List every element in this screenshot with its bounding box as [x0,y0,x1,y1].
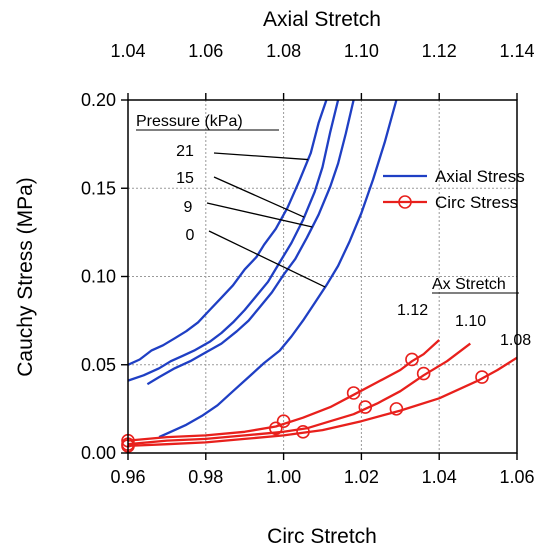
pressure-title: Pressure (kPa) [136,113,243,130]
circ-marker-1-12 [276,414,291,429]
x2-tick-label: 1.08 [266,41,301,61]
pressure-leader-line [208,230,326,288]
x-tick-label: 1.02 [344,467,379,487]
series-line-9 [146,99,355,386]
legend-axial-label: Axial Stress [435,167,525,186]
legend-circ-label: Circ Stress [435,193,518,212]
stretch-title: Ax Stretch [432,276,506,293]
legend: Axial Stress Circ Stress [383,167,525,212]
series-line-15 [127,99,340,382]
pressure-leader-line [213,176,305,218]
circ-marker-1-12 [405,352,419,367]
x-tick-label: 0.98 [188,467,223,487]
y-tick-label: 0.15 [81,178,116,198]
pressure-labels: 21 15 9 0 [176,143,326,288]
pressure-label-21: 21 [176,143,194,160]
y-tick-label: 0.20 [81,90,116,110]
stretch-label-1-08: 1.08 [500,332,531,349]
circ-marker-1-10 [269,421,283,436]
y-axis-title: Cauchy Stress (MPa) [14,177,37,377]
x-tick-label: 0.96 [110,467,145,487]
series-layer [127,99,518,448]
series-line-1-10 [127,342,471,446]
x2-tick-label: 1.14 [499,41,534,61]
pressure-leader-line [213,152,309,161]
x-tick-label: 1.06 [499,467,534,487]
ticks: 0.96 0.98 1.00 1.02 1.04 1.06 1.04 1.06 1.08 1.10… [81,41,535,487]
circ-marker-1-08 [296,425,310,439]
series-line-1-12 [127,339,440,442]
y-tick-label: 0.00 [81,443,116,463]
circ-marker-1-10 [358,400,373,414]
pressure-label-15: 15 [176,170,194,187]
x2-tick-label: 1.12 [422,41,457,61]
y-tick-label: 0.10 [81,267,116,287]
x2-tick-label: 1.04 [110,41,145,61]
circ-marker-1-12 [346,386,361,400]
x-axis-title: Circ Stretch [267,525,377,548]
series-line-21 [127,99,328,366]
x2-tick-label: 1.06 [188,41,223,61]
circ-marker-1-08 [475,370,489,384]
legend-circ-marker [398,195,412,209]
pressure-leader-line [206,202,313,228]
top-axis-title: Axial Stretch [263,8,381,31]
pressure-label-9: 9 [184,199,193,216]
x-tick-label: 1.04 [422,467,457,487]
x-tick-label: 1.00 [266,467,301,487]
stretch-label-1-10: 1.10 [455,313,486,330]
x2-tick-label: 1.10 [344,41,379,61]
series-line-0 [158,99,398,439]
circ-marker-1-08 [389,402,404,416]
stretch-label-1-12: 1.12 [397,302,428,319]
y-tick-label: 0.05 [81,355,116,375]
circ-marker-1-10 [416,366,431,381]
pressure-label-0: 0 [186,227,195,244]
series-line-1-08 [127,356,518,448]
